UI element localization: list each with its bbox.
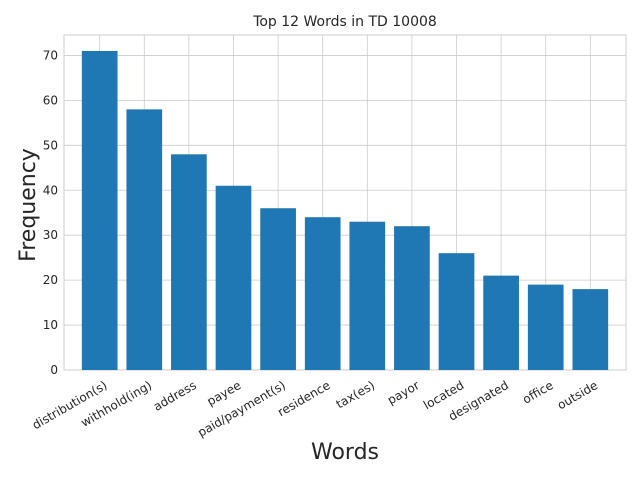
- x-tick-label: payor: [385, 378, 422, 407]
- bar-payee: [215, 185, 252, 370]
- bar-withhold-ing: [126, 109, 163, 370]
- x-tick-label: distribution(s): [30, 378, 110, 432]
- y-tick-label: 10: [43, 318, 58, 332]
- bar-address: [171, 154, 207, 370]
- y-tick-label: 30: [43, 228, 58, 242]
- x-axis-label: Words: [311, 440, 379, 465]
- x-tick-label: outside: [555, 378, 600, 412]
- bar-outside: [572, 289, 609, 370]
- y-tick-label: 60: [43, 93, 58, 107]
- bar-designated: [483, 275, 519, 370]
- y-tick-label: 20: [43, 273, 58, 287]
- bar-residence: [304, 217, 341, 370]
- y-tick-label: 40: [43, 183, 58, 197]
- x-tick-labels: distribution(s)withhold(ing)address payee…: [30, 378, 600, 440]
- y-axis-label: Frequency: [16, 148, 41, 262]
- x-tick-label: office: [520, 378, 556, 407]
- chart-title: Top 12 Words in TD 10008: [252, 14, 437, 30]
- x-tick-label: tax(es): [334, 378, 378, 411]
- bar-paid-payment-s: [260, 208, 296, 370]
- x-tick-label: address: [151, 378, 199, 414]
- bar-tax-es: [349, 221, 386, 370]
- bar-distribution-s: [81, 50, 118, 370]
- y-tick-label: 50: [43, 138, 58, 152]
- bar-payor: [394, 226, 430, 370]
- bar-located: [438, 253, 475, 370]
- bar-office: [527, 284, 564, 370]
- y-tick-labels: 0 10 20 30 40 50 60 70: [43, 48, 58, 377]
- plot-frame: [63, 34, 627, 371]
- y-tick-label: 0: [50, 363, 58, 377]
- y-tick-label: 70: [43, 48, 58, 62]
- bars: [81, 50, 609, 370]
